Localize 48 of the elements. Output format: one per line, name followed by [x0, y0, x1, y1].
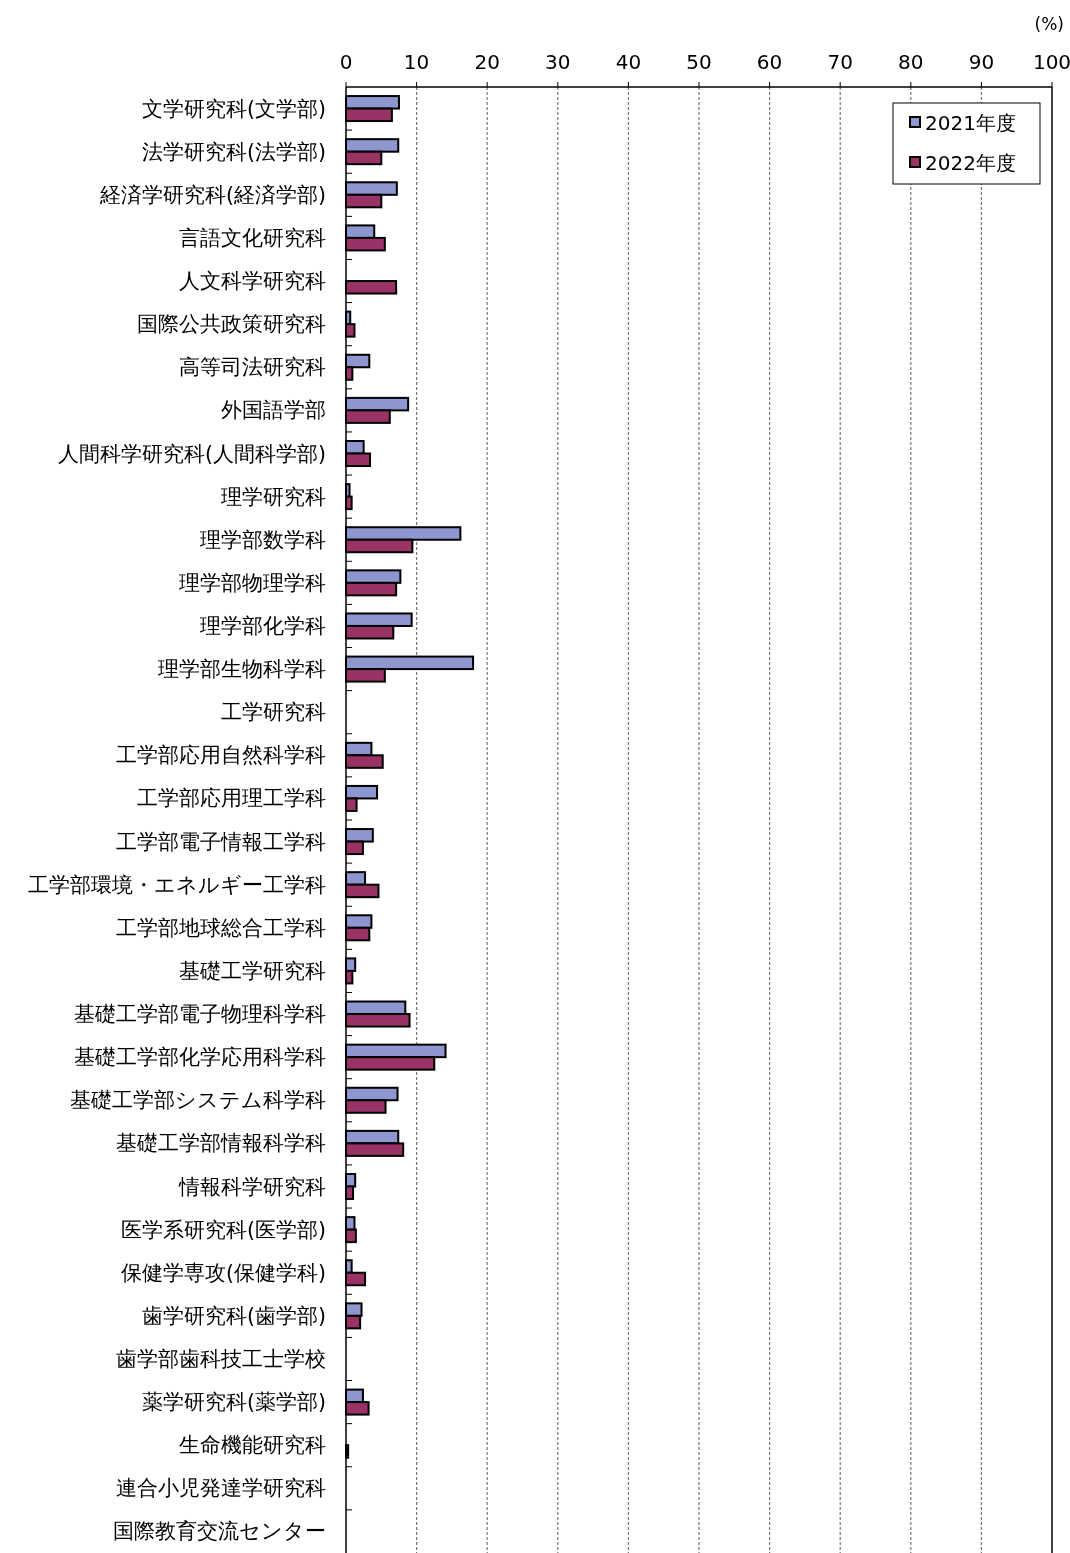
y-tick-label: 高等司法研究科: [179, 355, 326, 380]
y-tick-label: 言語文化研究科: [179, 225, 326, 250]
y-tick-label: 情報科学研究科: [178, 1174, 326, 1199]
y-tick-label: 基礎工学部情報科学科: [116, 1131, 326, 1156]
y-tick-label: 薬学研究科(薬学部): [142, 1390, 326, 1415]
y-tick-label: 基礎工学研究科: [179, 958, 326, 983]
legend-label: 2021年度: [925, 111, 1016, 135]
y-tick-label: 工学部電子情報工学科: [116, 829, 326, 854]
y-tick-label: 経済学研究科(経済学部): [99, 182, 326, 207]
y-tick-label: 理学部生物科学科: [158, 657, 326, 682]
y-tick-label: 歯学部歯科技工士学校: [116, 1346, 326, 1371]
x-tick-label: 0: [339, 50, 353, 74]
y-tick-label: 理学部化学科: [200, 613, 326, 638]
y-tick-label: 人間科学研究科(人間科学部): [58, 441, 326, 466]
y-tick-label: 理学部物理学科: [179, 570, 326, 595]
x-tick-label: 90: [968, 50, 995, 74]
y-tick-label: 理学研究科: [221, 484, 326, 509]
y-tick-label: 基礎工学部化学応用科学科: [74, 1045, 326, 1070]
x-tick-label: 40: [615, 50, 642, 74]
y-tick-label: 基礎工学部システム科学科: [70, 1088, 326, 1113]
x-tick-label: 20: [474, 50, 500, 74]
y-tick-label: 工学部応用理工学科: [137, 786, 326, 811]
y-tick-label: 工学研究科: [221, 700, 326, 725]
x-tick-label: 70: [827, 50, 853, 74]
y-tick-label: 国際教育交流センター: [113, 1519, 326, 1544]
y-tick-label: 人文科学研究科: [179, 269, 326, 294]
y-tick-label: 外国語学部: [221, 398, 326, 423]
y-tick-label: 理学部数学科: [200, 527, 326, 552]
y-tick-label: 基礎工学部電子物理科学科: [74, 1002, 326, 1027]
y-tick-label: 国際公共政策研究科: [137, 312, 326, 337]
x-axis-title: (%): [1034, 14, 1064, 34]
x-tick-label: 100: [1032, 50, 1070, 74]
y-tick-label: 医学系研究科(医学部): [121, 1217, 326, 1242]
y-tick-label: 保健学専攻(保健学科): [121, 1260, 326, 1285]
y-tick-label: 工学部地球総合工学科: [116, 915, 326, 940]
y-tick-label: 工学部環境・エネルギー工学科: [28, 872, 326, 897]
x-tick-label: 50: [686, 50, 712, 74]
y-tick-label: 連合小児発達学研究科: [116, 1476, 326, 1501]
y-tick-label: 法学研究科(法学部): [142, 139, 326, 164]
legend-label: 2022年度: [925, 151, 1016, 175]
y-tick-label: 文学研究科(文学部): [142, 96, 326, 121]
x-tick-label: 80: [898, 50, 924, 74]
x-tick-label: 10: [403, 50, 430, 74]
y-tick-label: 生命機能研究科: [179, 1433, 326, 1458]
y-tick-label: 歯学研究科(歯学部): [142, 1303, 326, 1328]
x-tick-label: 30: [545, 50, 571, 74]
y-tick-label: 工学部応用自然科学科: [116, 743, 326, 768]
x-tick-label: 60: [756, 50, 783, 74]
